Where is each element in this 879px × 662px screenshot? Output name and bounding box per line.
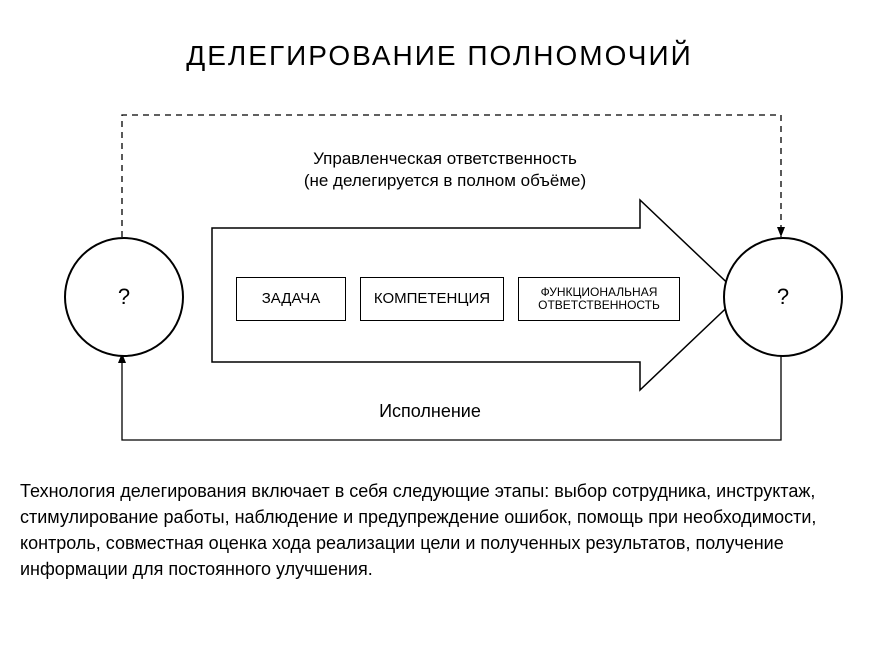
box-task: ЗАДАЧА <box>236 277 346 321</box>
box-competence: КОМПЕТЕНЦИЯ <box>360 277 504 321</box>
label-managerial-responsibility-1: Управленческая ответственность <box>235 148 655 170</box>
solid-connector-bottom <box>122 353 781 440</box>
label-managerial-responsibility-2: (не делегируется в полном объёме) <box>235 170 655 192</box>
left-actor-node: ? <box>64 237 184 357</box>
right-actor-node: ? <box>723 237 843 357</box>
label-execution: Исполнение <box>300 400 560 423</box>
dashed-connector-top-arrowhead <box>777 227 785 237</box>
box-functional-responsibility: ФУНКЦИОНАЛЬНАЯ ОТВЕТСТВЕННОСТЬ <box>518 277 680 321</box>
